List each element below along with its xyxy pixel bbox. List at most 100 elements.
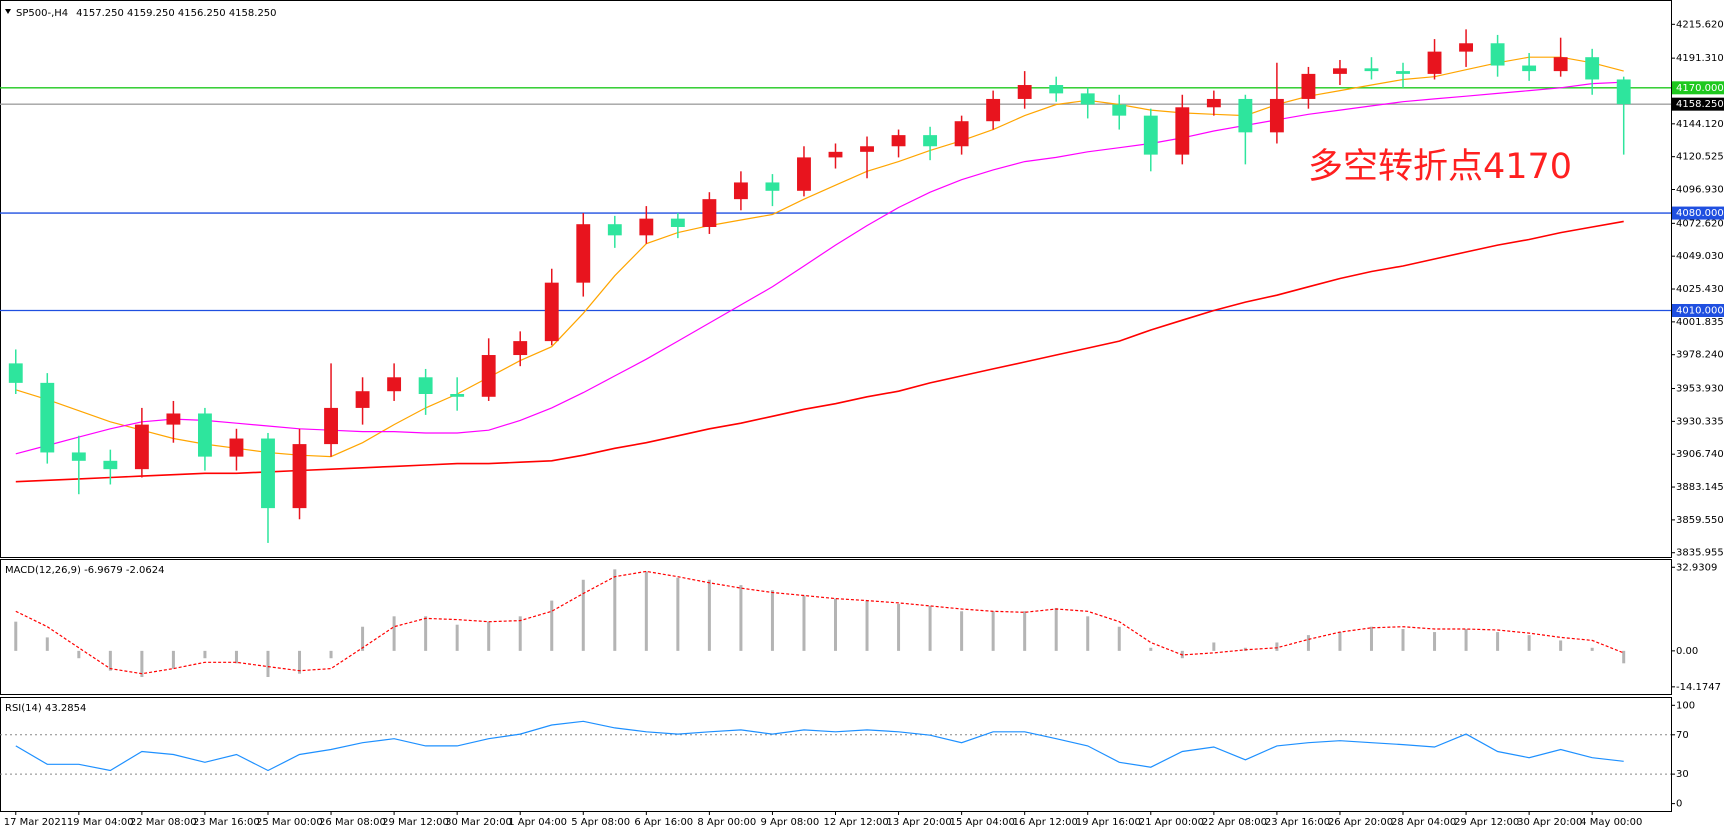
candle-body <box>1017 85 1032 99</box>
candle-body <box>607 224 622 236</box>
macd-bar <box>613 569 617 651</box>
candle-body <box>1616 79 1631 105</box>
candle-body <box>1175 107 1190 155</box>
candle-body <box>1490 43 1505 66</box>
y-tick-label: 0.00 <box>1676 646 1698 657</box>
candle-body <box>292 444 307 509</box>
y-tick-label: 70 <box>1676 730 1689 741</box>
macd-bar <box>739 585 743 651</box>
candle-body <box>1143 115 1158 155</box>
candle-body <box>40 382 55 453</box>
macd-bar <box>1212 642 1216 651</box>
y-tick-label: 3906.740 <box>1676 449 1724 460</box>
rsi-line <box>15 720 1624 772</box>
macd-bar <box>1054 607 1058 651</box>
macd-bar <box>266 650 270 678</box>
macd-bar <box>581 579 585 651</box>
y-tick-label: 4120.525 <box>1676 152 1724 163</box>
x-tick-label: 30 Mar 20:00 <box>445 817 512 828</box>
candle-body <box>923 135 938 147</box>
candle-body <box>1427 51 1442 74</box>
candle-body <box>71 452 86 461</box>
moving-average <box>15 56 1624 458</box>
candle-body <box>387 377 402 392</box>
macd-bar <box>171 650 175 669</box>
candle-body <box>891 135 906 147</box>
candle-body <box>954 121 969 147</box>
panel-title: RSI(14) 43.2854 <box>5 703 86 714</box>
candle-body <box>1585 57 1600 80</box>
macd-bar <box>455 624 459 651</box>
y-tick-label: 4144.120 <box>1676 119 1724 130</box>
macd-bar <box>1464 629 1468 651</box>
moving-average <box>15 81 1624 455</box>
x-tick-label: 28 Apr 04:00 <box>1391 817 1456 828</box>
price-tag <box>1672 97 1724 111</box>
candle-body <box>1301 73 1316 99</box>
y-tick-label: 4096.930 <box>1676 185 1724 196</box>
macd-bar <box>1117 626 1121 651</box>
x-tick-label: 29 Mar 12:00 <box>382 817 449 828</box>
candle-body <box>450 393 465 397</box>
y-tick-label: 4191.310 <box>1676 53 1724 64</box>
candle-body <box>1269 98 1284 133</box>
candle-body <box>134 424 149 470</box>
candle-body <box>1522 65 1537 72</box>
candle-body <box>986 98 1001 122</box>
candle-body <box>1364 68 1379 72</box>
macd-bar <box>298 650 302 674</box>
x-tick-label: 13 Apr 20:00 <box>887 817 952 828</box>
x-tick-label: 30 Apr 20:00 <box>1517 817 1582 828</box>
x-tick-label: 25 Mar 00:00 <box>256 817 323 828</box>
price-tag-label: 4170.000 <box>1676 83 1724 94</box>
x-tick-label: 6 Apr 16:00 <box>634 817 693 828</box>
y-tick-label: 4049.030 <box>1676 251 1724 262</box>
candle-body <box>1238 98 1253 133</box>
macd-bar <box>802 595 806 651</box>
candle-body <box>765 182 780 191</box>
x-tick-label: 23 Mar 16:00 <box>193 817 260 828</box>
macd-bar <box>203 650 207 659</box>
panel-title: MACD(12,26,9) -6.9679 -2.0624 <box>5 565 165 576</box>
y-tick-label: 4215.620 <box>1676 19 1724 30</box>
macd-bar <box>1622 650 1626 664</box>
macd-frame <box>0 559 1672 695</box>
y-tick-label: 3978.240 <box>1676 350 1724 361</box>
candle-body <box>670 218 685 227</box>
macd-bar <box>518 616 522 651</box>
candle-body <box>166 413 181 425</box>
x-tick-label: 4 May 00:00 <box>1580 817 1642 828</box>
price-tag-label: 4158.250 <box>1676 99 1724 110</box>
macd-bar <box>897 603 901 651</box>
macd-bar <box>1149 647 1153 651</box>
candle-body <box>639 218 654 236</box>
macd-bar <box>1306 635 1310 651</box>
x-tick-label: 8 Apr 00:00 <box>697 817 756 828</box>
annotation: 多空转折点4170 <box>1308 147 1572 187</box>
x-tick-label: 22 Apr 08:00 <box>1202 817 1267 828</box>
y-tick-label: 3835.955 <box>1676 548 1724 559</box>
candle-body <box>261 438 275 509</box>
candle-body <box>324 407 338 445</box>
x-tick-label: 26 Apr 20:00 <box>1328 817 1393 828</box>
candle-body <box>197 413 212 457</box>
candle-body <box>481 355 496 397</box>
macd-bar <box>1559 640 1563 651</box>
macd-bar <box>834 598 837 651</box>
y-tick-label: 4025.430 <box>1676 284 1724 295</box>
macd-bar <box>77 650 81 659</box>
macd-bar <box>1023 611 1027 651</box>
macd-bar <box>644 571 648 651</box>
candle-body <box>576 224 591 283</box>
y-tick-label: 4001.835 <box>1676 317 1724 328</box>
price-tag <box>1672 206 1724 220</box>
candle-body <box>860 146 874 152</box>
x-tick-label: 12 Apr 12:00 <box>824 817 889 828</box>
macd-bar <box>928 605 932 651</box>
candle-body <box>1396 71 1410 74</box>
x-tick-label: 5 Apr 08:00 <box>571 817 630 828</box>
candle-body <box>355 391 370 408</box>
x-tick-label: 19 Mar 04:00 <box>67 817 134 828</box>
price-tag-label: 4080.000 <box>1676 208 1724 219</box>
